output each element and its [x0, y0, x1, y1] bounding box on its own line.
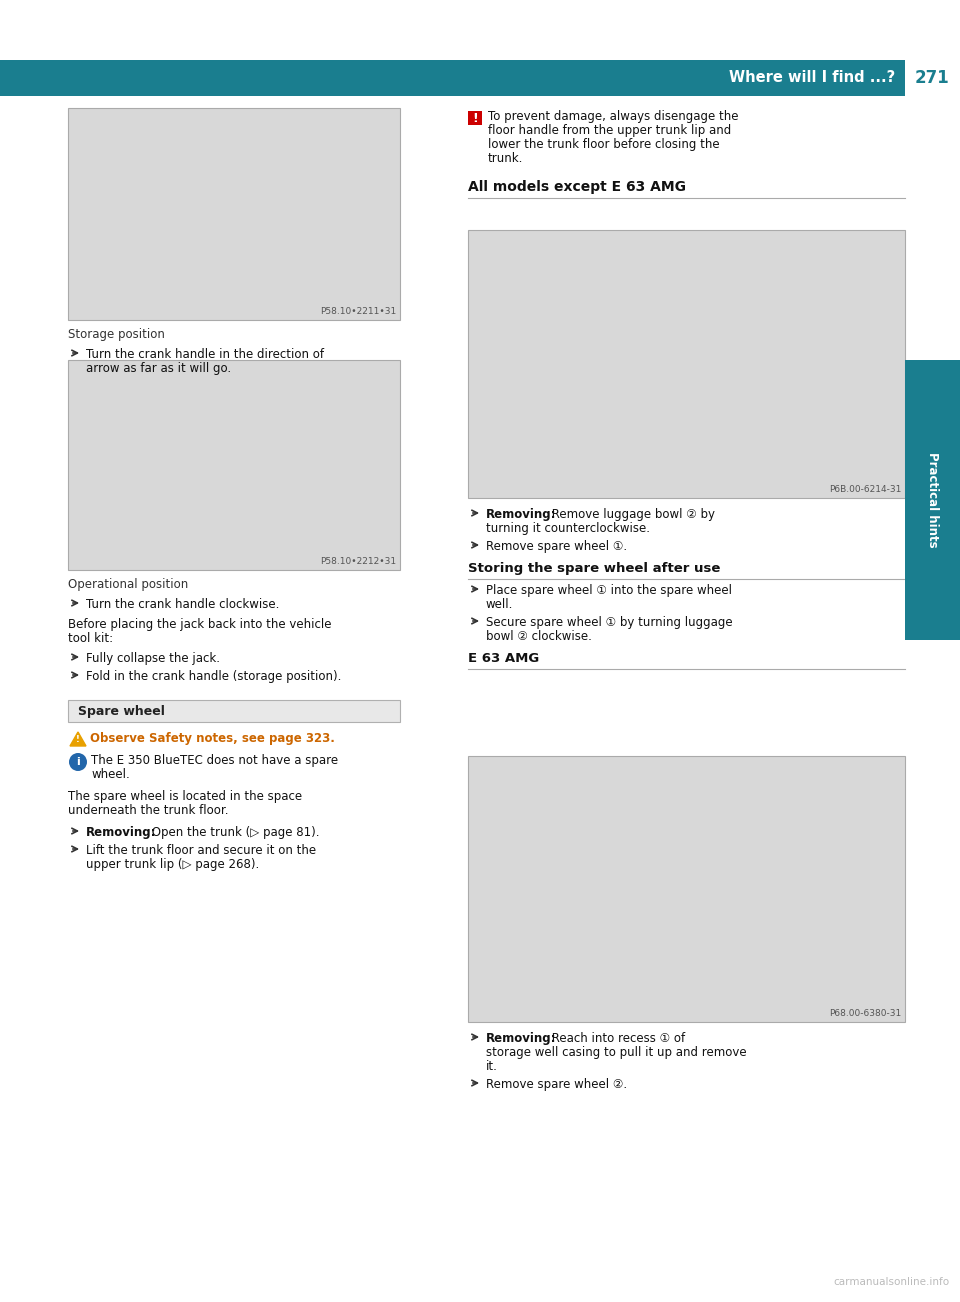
- Text: underneath the trunk floor.: underneath the trunk floor.: [68, 805, 228, 816]
- Text: Storage position: Storage position: [68, 328, 165, 341]
- Text: Where will I find ...?: Where will I find ...?: [729, 70, 895, 86]
- Text: arrow as far as it will go.: arrow as far as it will go.: [86, 362, 231, 375]
- Bar: [68, 700, 400, 723]
- Text: Storing the spare wheel after use: Storing the spare wheel after use: [468, 562, 720, 575]
- Text: Remove luggage bowl ② by: Remove luggage bowl ② by: [548, 508, 715, 521]
- Text: P58.10•2212•31: P58.10•2212•31: [320, 557, 396, 566]
- Text: Place spare wheel ① into the spare wheel: Place spare wheel ① into the spare wheel: [486, 585, 732, 598]
- Bar: [68, 359, 400, 570]
- Text: Practical hints: Practical hints: [926, 452, 939, 548]
- Text: wheel.: wheel.: [91, 768, 130, 781]
- Text: it.: it.: [486, 1060, 498, 1073]
- Text: Observe Safety notes, see page 323.: Observe Safety notes, see page 323.: [90, 732, 335, 745]
- Text: Fold in the crank handle (storage position).: Fold in the crank handle (storage positi…: [86, 671, 342, 684]
- Text: Open the trunk (▷ page 81).: Open the trunk (▷ page 81).: [148, 825, 320, 838]
- Text: 271: 271: [915, 69, 949, 87]
- Text: turning it counterclockwise.: turning it counterclockwise.: [486, 522, 650, 535]
- Text: tool kit:: tool kit:: [68, 631, 113, 644]
- Text: All models except E 63 AMG: All models except E 63 AMG: [468, 180, 686, 194]
- Bar: [905, 60, 960, 96]
- Text: The E 350 BlueTEC does not have a spare: The E 350 BlueTEC does not have a spare: [91, 754, 338, 767]
- Text: Spare wheel: Spare wheel: [78, 704, 165, 717]
- Text: upper trunk lip (▷ page 268).: upper trunk lip (▷ page 268).: [86, 858, 259, 871]
- Text: Remove spare wheel ①.: Remove spare wheel ①.: [486, 540, 627, 553]
- Text: P68.00-6380-31: P68.00-6380-31: [828, 1009, 901, 1018]
- Bar: [68, 108, 400, 320]
- Bar: [468, 756, 905, 1022]
- Text: !: !: [76, 734, 80, 743]
- Bar: [0, 60, 905, 96]
- Text: P6B.00-6214-31: P6B.00-6214-31: [828, 486, 901, 493]
- Text: The spare wheel is located in the space: The spare wheel is located in the space: [68, 790, 302, 803]
- Text: E 63 AMG: E 63 AMG: [468, 652, 540, 665]
- Text: lower the trunk floor before closing the: lower the trunk floor before closing the: [488, 138, 720, 151]
- Text: Fully collapse the jack.: Fully collapse the jack.: [86, 652, 220, 665]
- Text: Removing:: Removing:: [86, 825, 156, 838]
- Text: Remove spare wheel ②.: Remove spare wheel ②.: [486, 1078, 627, 1091]
- Text: well.: well.: [486, 598, 514, 611]
- Text: Secure spare wheel ① by turning luggage: Secure spare wheel ① by turning luggage: [486, 616, 732, 629]
- Bar: [468, 230, 905, 497]
- Text: To prevent damage, always disengage the: To prevent damage, always disengage the: [488, 109, 738, 122]
- Text: Reach into recess ① of: Reach into recess ① of: [548, 1032, 685, 1046]
- Text: Lift the trunk floor and secure it on the: Lift the trunk floor and secure it on th…: [86, 844, 316, 857]
- Text: !: !: [472, 112, 478, 125]
- Bar: [468, 111, 482, 125]
- Text: Before placing the jack back into the vehicle: Before placing the jack back into the ve…: [68, 618, 331, 631]
- Text: Operational position: Operational position: [68, 578, 188, 591]
- Text: carmanualsonline.info: carmanualsonline.info: [834, 1277, 950, 1286]
- Text: Turn the crank handle in the direction of: Turn the crank handle in the direction o…: [86, 348, 324, 361]
- Text: bowl ② clockwise.: bowl ② clockwise.: [486, 630, 592, 643]
- Text: Turn the crank handle clockwise.: Turn the crank handle clockwise.: [86, 598, 279, 611]
- Text: Removing:: Removing:: [486, 508, 557, 521]
- Polygon shape: [70, 732, 86, 746]
- Circle shape: [69, 753, 87, 771]
- Text: storage well casing to pull it up and remove: storage well casing to pull it up and re…: [486, 1046, 747, 1059]
- Text: Removing:: Removing:: [486, 1032, 557, 1046]
- Text: i: i: [76, 756, 80, 767]
- Text: floor handle from the upper trunk lip and: floor handle from the upper trunk lip an…: [488, 124, 732, 137]
- Text: P58.10•2211•31: P58.10•2211•31: [320, 307, 396, 316]
- Bar: [905, 359, 960, 641]
- Text: trunk.: trunk.: [488, 152, 523, 165]
